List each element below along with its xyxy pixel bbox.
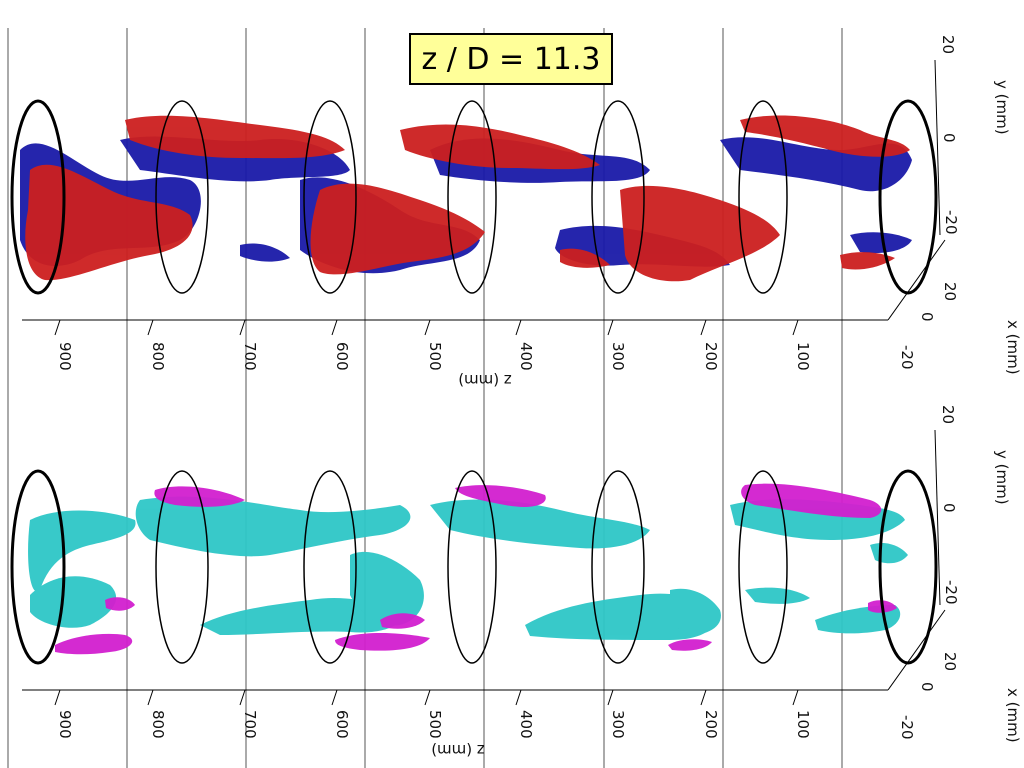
top-z-axis-label: z (mm) bbox=[458, 371, 512, 389]
top-z-tick-100: 100 bbox=[794, 342, 812, 371]
top-y-tick-20: 20 bbox=[939, 35, 957, 54]
bottom-z-axis-label: z (mm) bbox=[431, 741, 485, 759]
bottom-z-tick-600: 600 bbox=[333, 710, 351, 739]
bottom-y-axis-label: y (mm) bbox=[993, 450, 1011, 505]
top-x-tick-20: 20 bbox=[941, 282, 959, 301]
top-z-tick-200: 200 bbox=[702, 342, 720, 371]
bottom-z-tick-900: 900 bbox=[56, 710, 74, 739]
bottom-panel-shapes bbox=[28, 483, 908, 655]
top-y-tick-neg20: -20 bbox=[942, 210, 960, 235]
top-x-tick-neg20: -20 bbox=[898, 345, 916, 370]
top-z-tick-500: 500 bbox=[426, 342, 444, 371]
bottom-y-tick-neg20: -20 bbox=[942, 580, 960, 605]
bottom-z-tick-800: 800 bbox=[149, 710, 167, 739]
bottom-z-axis: 900 800 700 600 500 400 300 200 100 z (m… bbox=[22, 689, 888, 759]
top-panel-vorticity: 900 800 700 600 500 400 300 200 100 z (m… bbox=[10, 35, 1022, 389]
top-z-tick-700: 700 bbox=[241, 342, 259, 371]
top-z-tick-400: 400 bbox=[517, 342, 535, 371]
top-z-tick-600: 600 bbox=[333, 342, 351, 371]
top-z-tick-900: 900 bbox=[56, 342, 74, 371]
bottom-y-tick-0: 0 bbox=[940, 503, 958, 513]
bottom-panel-structures: 900 800 700 600 500 400 300 200 100 z (m… bbox=[10, 405, 1022, 759]
bottom-x-tick-0: 0 bbox=[918, 682, 936, 692]
bottom-y-tick-20: 20 bbox=[939, 405, 957, 424]
top-y-axis: 20 0 -20 y (mm) bbox=[934, 35, 1011, 236]
bottom-z-tick-700: 700 bbox=[241, 710, 259, 739]
top-panel-ellipses bbox=[10, 99, 938, 295]
figure-title: z / D = 11.3 bbox=[409, 33, 613, 85]
top-x-tick-0: 0 bbox=[918, 312, 936, 322]
bottom-x-axis: -20 0 20 x (mm) bbox=[887, 609, 1022, 743]
top-x-axis-label: x (mm) bbox=[1004, 320, 1022, 375]
bottom-x-tick-neg20: -20 bbox=[898, 715, 916, 740]
bottom-x-axis-label: x (mm) bbox=[1004, 688, 1022, 743]
top-z-tick-300: 300 bbox=[609, 342, 627, 371]
bottom-z-tick-400: 400 bbox=[517, 710, 535, 739]
top-z-axis: 900 800 700 600 500 400 300 200 100 z (m… bbox=[22, 319, 888, 389]
bottom-z-tick-500: 500 bbox=[426, 710, 444, 739]
top-y-axis-label: y (mm) bbox=[993, 80, 1011, 135]
bottom-y-axis: 20 0 -20 y (mm) bbox=[934, 405, 1011, 606]
bottom-z-tick-100: 100 bbox=[794, 710, 812, 739]
bottom-z-tick-300: 300 bbox=[609, 710, 627, 739]
bottom-x-tick-20: 20 bbox=[941, 652, 959, 671]
top-x-axis: -20 0 20 x (mm) bbox=[887, 239, 1022, 375]
top-panel-structures bbox=[20, 115, 912, 282]
top-y-tick-0: 0 bbox=[940, 133, 958, 143]
bottom-panel-ellipses bbox=[10, 469, 938, 665]
bottom-z-tick-200: 200 bbox=[702, 710, 720, 739]
top-z-tick-800: 800 bbox=[149, 342, 167, 371]
